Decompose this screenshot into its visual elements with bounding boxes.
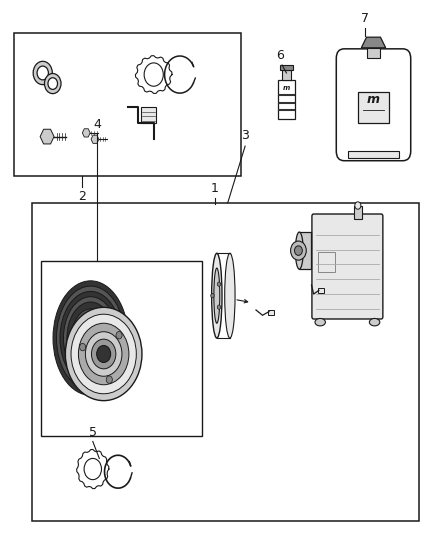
Bar: [268, 310, 274, 316]
Circle shape: [217, 305, 221, 309]
Circle shape: [45, 74, 61, 94]
Ellipse shape: [67, 302, 114, 374]
Ellipse shape: [214, 268, 220, 323]
Ellipse shape: [60, 292, 121, 385]
Circle shape: [84, 458, 102, 480]
Circle shape: [37, 66, 48, 80]
Polygon shape: [361, 37, 386, 48]
Text: 6: 6: [276, 50, 284, 62]
FancyBboxPatch shape: [336, 49, 411, 161]
Bar: [349, 151, 399, 158]
Polygon shape: [82, 129, 90, 137]
Circle shape: [80, 343, 86, 351]
Text: m: m: [367, 93, 380, 106]
FancyBboxPatch shape: [312, 214, 383, 319]
Circle shape: [78, 323, 129, 385]
Ellipse shape: [53, 281, 128, 395]
Circle shape: [217, 282, 221, 286]
Text: 4: 4: [93, 118, 101, 131]
Circle shape: [71, 314, 136, 394]
Ellipse shape: [315, 318, 325, 326]
Circle shape: [97, 345, 111, 362]
Bar: [32, 203, 419, 521]
Bar: [14, 33, 241, 176]
Circle shape: [106, 376, 112, 383]
Circle shape: [92, 339, 116, 369]
Ellipse shape: [80, 322, 101, 354]
Bar: [299, 232, 311, 269]
Circle shape: [85, 332, 122, 376]
Text: 2: 2: [78, 190, 86, 203]
Ellipse shape: [76, 316, 105, 360]
Text: m: m: [283, 85, 290, 91]
Text: 7: 7: [361, 12, 369, 25]
Circle shape: [33, 61, 52, 85]
Ellipse shape: [295, 232, 303, 269]
Ellipse shape: [225, 253, 235, 338]
Circle shape: [294, 246, 302, 255]
Ellipse shape: [212, 253, 222, 338]
Circle shape: [48, 78, 57, 90]
Bar: [354, 206, 362, 219]
Circle shape: [211, 294, 214, 298]
Bar: [367, 48, 380, 59]
Bar: [141, 108, 156, 123]
Bar: [280, 64, 293, 70]
Ellipse shape: [71, 309, 110, 367]
Text: 5: 5: [89, 426, 97, 439]
Circle shape: [144, 63, 163, 86]
Circle shape: [355, 202, 361, 209]
Bar: [282, 70, 291, 79]
Circle shape: [116, 332, 122, 339]
Text: 3: 3: [241, 129, 249, 142]
Ellipse shape: [57, 286, 125, 390]
Circle shape: [290, 241, 306, 260]
Bar: [318, 288, 324, 293]
Ellipse shape: [369, 318, 380, 326]
Bar: [318, 252, 336, 272]
Bar: [358, 92, 389, 123]
Polygon shape: [91, 135, 99, 143]
Bar: [41, 261, 201, 436]
Bar: [278, 79, 295, 119]
Ellipse shape: [65, 308, 142, 401]
Ellipse shape: [64, 297, 118, 379]
Text: 1: 1: [211, 182, 219, 195]
Polygon shape: [40, 129, 54, 144]
